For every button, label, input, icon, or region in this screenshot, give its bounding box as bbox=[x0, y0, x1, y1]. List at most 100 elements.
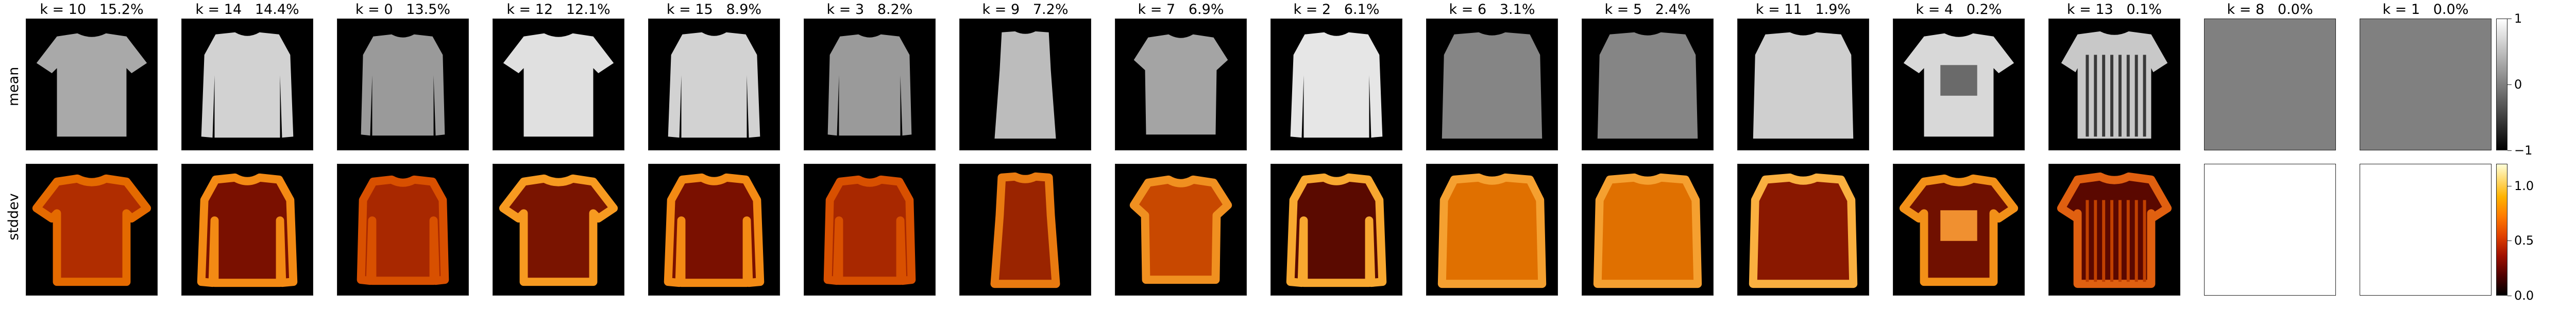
stddev-garment-image bbox=[182, 164, 313, 295]
garment-silhouette bbox=[503, 33, 614, 137]
column-title: k = 10 15.2% bbox=[15, 1, 168, 19]
mean-garment-image bbox=[804, 19, 935, 150]
cluster-k: k = 7 bbox=[1138, 2, 1176, 18]
cluster-percent: 8.9% bbox=[726, 2, 762, 18]
stddev-garment-image bbox=[1582, 164, 1713, 295]
garment-silhouette bbox=[1597, 32, 1698, 139]
stddev-image-tile bbox=[2360, 164, 2492, 296]
stddev-image-tile bbox=[493, 164, 624, 296]
colorbar-tick-label: −1 bbox=[2514, 143, 2533, 158]
garment-silhouette bbox=[1437, 173, 1547, 288]
stripe bbox=[2110, 200, 2114, 282]
stripe bbox=[2118, 200, 2122, 282]
garment-silhouette bbox=[990, 172, 1060, 288]
mean-garment-image bbox=[2205, 19, 2335, 150]
cluster-percent: 3.1% bbox=[1499, 2, 1535, 18]
mean-garment-image bbox=[649, 19, 779, 150]
stddev-garment-image bbox=[1271, 164, 1402, 295]
stddev-image-tile bbox=[1893, 164, 2025, 296]
stddev-image-tile bbox=[804, 164, 936, 296]
cluster-k: k = 4 bbox=[1916, 2, 1954, 18]
column-title: k = 14 14.4% bbox=[171, 1, 324, 19]
colorbar-tick-label: 1.0 bbox=[2514, 178, 2534, 193]
cluster-percent: 0.0% bbox=[2277, 2, 2313, 18]
stddev-garment-image bbox=[26, 164, 157, 295]
mean-garment-image bbox=[26, 19, 157, 150]
garment-silhouette bbox=[827, 34, 912, 136]
image-background bbox=[2360, 164, 2491, 295]
cluster-percent: 0.0% bbox=[2433, 2, 2469, 18]
stripe bbox=[2094, 200, 2097, 282]
column-title: k = 2 6.1% bbox=[1260, 1, 1413, 19]
image-background bbox=[2205, 19, 2335, 150]
colorbar-mean bbox=[2496, 19, 2507, 150]
garment-silhouette bbox=[499, 174, 618, 286]
mean-image-tile bbox=[804, 19, 936, 150]
garment-silhouette bbox=[201, 32, 294, 138]
garment-silhouette bbox=[664, 173, 765, 287]
column-title: k = 8 0.0% bbox=[2194, 1, 2346, 19]
mean-image-tile bbox=[959, 19, 1091, 150]
column-title: k = 6 3.1% bbox=[1416, 1, 1568, 19]
column-title: k = 4 0.2% bbox=[1883, 1, 2035, 19]
cluster-percent: 15.2% bbox=[99, 2, 144, 18]
stddev-image-tile bbox=[2204, 164, 2336, 296]
column-title: k = 3 8.2% bbox=[793, 1, 946, 19]
stripe bbox=[2118, 55, 2122, 137]
stddev-image-tile bbox=[337, 164, 469, 296]
cluster-k: k = 14 bbox=[195, 2, 242, 18]
colorbar-tick-label: 0.0 bbox=[2514, 288, 2534, 303]
stripe bbox=[2143, 200, 2146, 282]
mean-image-tile bbox=[2204, 19, 2336, 150]
mean-image-tile bbox=[648, 19, 780, 150]
garment-silhouette bbox=[32, 174, 151, 286]
colorbar-tick-mark bbox=[2507, 150, 2512, 151]
cluster-k: k = 6 bbox=[1449, 2, 1487, 18]
cluster-k: k = 5 bbox=[1604, 2, 1642, 18]
column-title: k = 13 0.1% bbox=[2038, 1, 2191, 19]
mean-image-tile bbox=[1893, 19, 2025, 150]
stddev-image-tile bbox=[26, 164, 158, 296]
cluster-percent: 8.2% bbox=[877, 2, 913, 18]
stddev-garment-image bbox=[2205, 164, 2335, 295]
mean-image-tile bbox=[2048, 19, 2180, 150]
stddev-garment-image bbox=[1115, 164, 1246, 295]
mean-image-tile bbox=[1426, 19, 1558, 150]
stddev-image-tile bbox=[1270, 164, 1402, 296]
mean-garment-image bbox=[337, 19, 468, 150]
stripe bbox=[2094, 55, 2097, 137]
cluster-percent: 7.2% bbox=[1032, 2, 1069, 18]
garment-silhouette bbox=[197, 173, 298, 287]
stripe bbox=[2126, 200, 2130, 282]
garment-silhouette bbox=[1753, 32, 1854, 139]
mean-image-tile bbox=[337, 19, 469, 150]
colorbar-tick-label: 1 bbox=[2514, 11, 2522, 26]
cluster-k: k = 0 bbox=[355, 2, 393, 18]
stripe bbox=[2134, 200, 2138, 282]
mean-image-tile bbox=[26, 19, 158, 150]
garment-silhouette bbox=[2057, 172, 2172, 288]
cluster-k: k = 9 bbox=[982, 2, 1020, 18]
garment-silhouette bbox=[357, 175, 449, 285]
stddev-image-tile bbox=[1115, 164, 1247, 296]
mean-garment-image bbox=[960, 19, 1091, 150]
stripe bbox=[2126, 55, 2130, 137]
colorbar-stddev bbox=[2496, 164, 2507, 296]
cluster-percent: 14.4% bbox=[255, 2, 299, 18]
garment-silhouette bbox=[361, 34, 445, 136]
cluster-percent: 6.9% bbox=[1188, 2, 1224, 18]
garment-silhouette bbox=[994, 31, 1056, 139]
stddev-image-tile bbox=[1737, 164, 1869, 296]
stddev-image-tile bbox=[181, 164, 313, 296]
mean-garment-image bbox=[1115, 19, 1246, 150]
garment-silhouette bbox=[1442, 32, 1543, 139]
mean-garment-image bbox=[2360, 19, 2491, 150]
print-graphic bbox=[1940, 210, 1977, 241]
mean-image-tile bbox=[1582, 19, 1714, 150]
stripe bbox=[2086, 200, 2089, 282]
column-title: k = 15 8.9% bbox=[638, 1, 790, 19]
stddev-garment-image bbox=[1427, 164, 1557, 295]
garment-silhouette bbox=[1749, 173, 1858, 288]
mean-image-tile bbox=[493, 19, 624, 150]
cluster-k: k = 2 bbox=[1293, 2, 1331, 18]
